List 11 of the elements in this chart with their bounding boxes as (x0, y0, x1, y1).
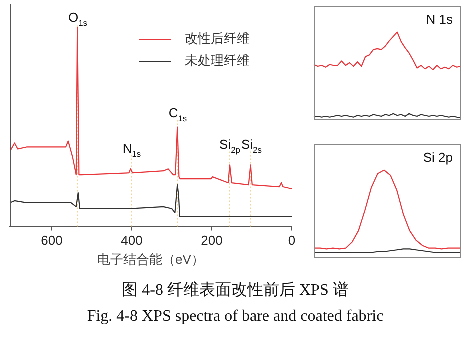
x-tick-label: 600 (41, 233, 63, 248)
x-axis-title: 电子结合能（eV） (98, 252, 204, 267)
x-tick-label: 400 (121, 233, 143, 248)
legend-label: 改性后纤维 (185, 30, 250, 48)
text: Si 2p (423, 150, 453, 165)
caption: 图 4-8 纤维表面改性前后 XPS 谱 (121, 280, 350, 301)
x-tick-label: 0 (288, 233, 296, 248)
legend-label: 未处理纤维 (185, 52, 250, 70)
caption: Fig. 4-8 XPS spectra of bare and coated fabric (86, 307, 385, 327)
text: N 1s (426, 12, 453, 27)
x-tick-label: 200 (201, 233, 223, 248)
